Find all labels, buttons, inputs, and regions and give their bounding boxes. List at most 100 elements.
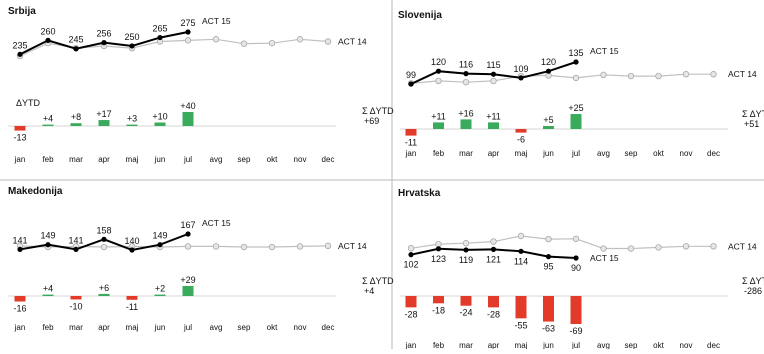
delta-bar (543, 126, 554, 129)
act14-line (19, 245, 329, 248)
category-label: apr (488, 149, 500, 158)
act14-point (212, 36, 220, 43)
category-label: mar (69, 155, 83, 164)
act14-point (296, 243, 304, 250)
category-label: jul (183, 323, 192, 332)
act14-line (410, 235, 714, 250)
act15-point (129, 247, 135, 253)
category-label: feb (42, 323, 54, 332)
series-label-act15: ACT 15 (590, 253, 619, 263)
delta-bar (98, 293, 110, 296)
act15-value-label: 121 (486, 254, 501, 264)
act15-value-label: 120 (541, 57, 556, 67)
act14-point (710, 71, 717, 78)
act14-point (435, 77, 442, 85)
act14-point (682, 71, 690, 78)
delta-bar (515, 296, 527, 319)
act15-value-label: 141 (12, 235, 27, 245)
delta-bar (70, 123, 82, 126)
act14-point (462, 240, 470, 247)
act15-value-label: 119 (459, 255, 473, 265)
act14-point (655, 72, 662, 80)
act14-point (240, 40, 248, 47)
delta-bar (488, 296, 499, 308)
sum-delta-label: Σ ΔYTD (742, 276, 764, 286)
act15-point (545, 68, 552, 74)
act15-value-label: 141 (68, 235, 83, 245)
panel-title: Srbija (8, 6, 36, 17)
act15-value-label: 114 (514, 256, 528, 266)
delta-section-label: ΔYTD (16, 98, 41, 108)
delta-value-label: -28 (487, 309, 500, 319)
act15-point (490, 71, 497, 77)
act15-value-label: 167 (180, 220, 195, 230)
act15-value-label: 90 (571, 263, 581, 273)
act15-point (101, 40, 107, 46)
act15-point (573, 59, 579, 65)
act14-point (490, 77, 497, 85)
category-label: jan (14, 323, 26, 332)
act14-point (462, 78, 470, 86)
delta-bar (182, 286, 194, 296)
delta-value-label: +6 (99, 283, 109, 293)
act15-value-label: 120 (431, 57, 446, 67)
act14-point (572, 235, 580, 242)
delta-bar (14, 296, 26, 302)
delta-value-label: -28 (404, 309, 417, 319)
act15-value-label: 149 (40, 231, 55, 241)
act15-value-label: 149 (152, 231, 167, 241)
sum-delta-label: Σ ΔYTD (362, 106, 394, 116)
act15-point (518, 75, 524, 81)
act15-value-label: 250 (124, 32, 139, 42)
delta-bar (405, 129, 417, 136)
act14-point (324, 38, 332, 45)
act15-value-label: 158 (96, 225, 111, 235)
delta-value-label: +16 (458, 108, 473, 118)
act15-point (101, 236, 107, 242)
category-label: jan (405, 341, 417, 349)
act14-point (184, 37, 192, 44)
delta-value-label: -16 (13, 304, 26, 314)
act15-point (73, 46, 79, 52)
category-label: jun (542, 149, 554, 158)
category-label: jun (154, 155, 166, 164)
delta-bar (405, 296, 417, 308)
act14-point (490, 238, 497, 245)
delta-value-label: -24 (459, 308, 472, 318)
sum-delta-value: +4 (364, 286, 374, 296)
delta-value-label: +11 (486, 111, 501, 121)
category-label: feb (433, 149, 445, 158)
delta-bar (460, 119, 472, 129)
sum-delta-label: Σ ΔYTD (362, 276, 394, 286)
act14-point (710, 243, 717, 250)
delta-value-label: +10 (152, 112, 167, 122)
panel-title: Hrvatska (398, 188, 441, 199)
category-label: okt (653, 341, 664, 349)
category-label: dec (707, 149, 720, 158)
category-label: nov (680, 341, 693, 349)
category-label: jul (571, 149, 580, 158)
category-label: dec (707, 341, 720, 349)
category-label: maj (126, 323, 139, 332)
category-label: okt (267, 323, 278, 332)
act14-point (655, 244, 662, 251)
act15-value-label: 265 (152, 24, 167, 34)
act14-point (268, 243, 276, 251)
series-label-act15: ACT 15 (202, 16, 231, 26)
act15-point (157, 242, 163, 248)
panel-title: Slovenija (398, 10, 442, 21)
act14-point (600, 71, 607, 79)
act15-value-label: 245 (68, 35, 83, 45)
sum-delta-value: +69 (364, 116, 379, 126)
delta-value-label: -18 (432, 305, 445, 315)
act14-point (627, 72, 635, 80)
act14-line (19, 38, 329, 57)
delta-bar (98, 120, 110, 126)
series-label-act15: ACT 15 (202, 218, 231, 228)
series-label-act14: ACT 14 (728, 69, 757, 79)
act14-point (212, 243, 220, 250)
act15-value-label: 235 (12, 40, 27, 50)
category-label: dec (322, 155, 335, 164)
category-label: dec (322, 323, 335, 332)
delta-value-label: +8 (71, 112, 81, 122)
